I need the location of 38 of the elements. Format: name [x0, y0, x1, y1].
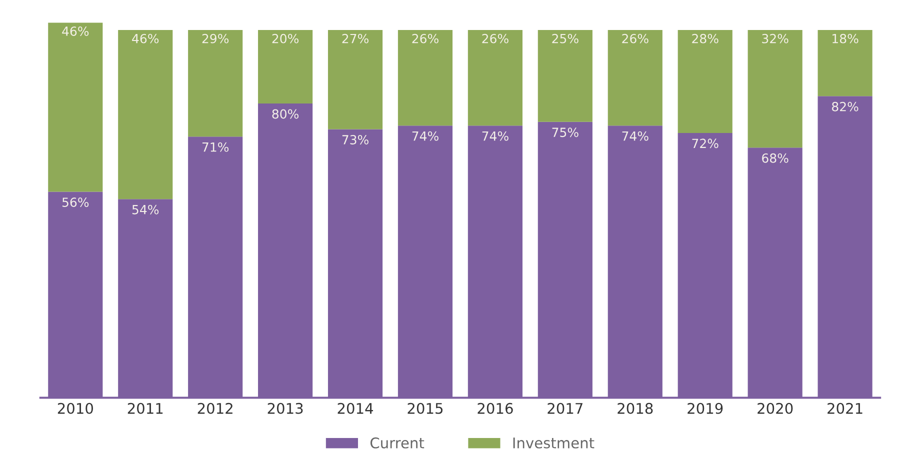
data-label: 26%: [482, 34, 508, 44]
data-label: 75%: [552, 128, 578, 138]
data-label: 20%: [272, 34, 299, 44]
data-label: 74%: [412, 131, 438, 141]
legend-label: Investment: [513, 438, 594, 448]
data-label: 29%: [202, 34, 229, 44]
data-label: 26%: [412, 34, 438, 44]
data-label: 74%: [482, 131, 508, 141]
x-tick-label: 2020: [758, 402, 793, 414]
x-tick-label: 2013: [268, 402, 303, 414]
data-label: 27%: [342, 34, 368, 44]
data-label: 73%: [342, 135, 368, 144]
x-tick-label: 2011: [128, 402, 163, 414]
data-label: 26%: [622, 34, 648, 44]
data-label: 46%: [62, 26, 89, 36]
data-label: 18%: [832, 34, 858, 44]
x-tick-label: 2015: [408, 402, 443, 414]
data-label: 28%: [692, 34, 718, 44]
x-tick-label: 2016: [478, 402, 513, 414]
data-label: 68%: [762, 153, 788, 163]
data-label: 80%: [272, 109, 299, 119]
legend-label: Current: [370, 437, 424, 448]
x-tick-label: 2018: [618, 402, 653, 414]
data-label: 74%: [622, 131, 648, 141]
data-label: 82%: [832, 102, 858, 112]
x-tick-label: 2012: [198, 402, 232, 414]
data-label: 56%: [62, 198, 89, 207]
x-tick-label: 2021: [828, 402, 862, 414]
x-tick-label: 2010: [58, 402, 93, 414]
data-label: 25%: [552, 34, 578, 44]
x-tick-label: 2019: [688, 402, 723, 414]
data-label: 71%: [202, 142, 229, 152]
data-label: 46%: [132, 34, 159, 44]
x-tick-label: 2014: [338, 402, 374, 414]
data-label: 32%: [762, 34, 788, 44]
x-tick-label: 2017: [548, 402, 582, 414]
data-label: 54%: [132, 204, 159, 214]
data-label: 72%: [692, 138, 718, 148]
